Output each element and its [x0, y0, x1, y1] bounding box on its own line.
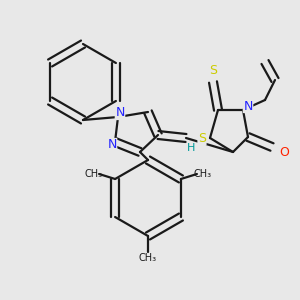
Text: N: N: [107, 139, 117, 152]
Text: S: S: [209, 64, 217, 76]
Text: O: O: [279, 146, 289, 158]
Text: CH₃: CH₃: [139, 253, 157, 263]
Text: CH₃: CH₃: [194, 169, 212, 179]
Text: N: N: [243, 100, 253, 112]
Text: S: S: [198, 131, 206, 145]
Text: N: N: [115, 106, 125, 119]
Text: CH₃: CH₃: [84, 169, 102, 179]
Text: H: H: [187, 143, 195, 153]
